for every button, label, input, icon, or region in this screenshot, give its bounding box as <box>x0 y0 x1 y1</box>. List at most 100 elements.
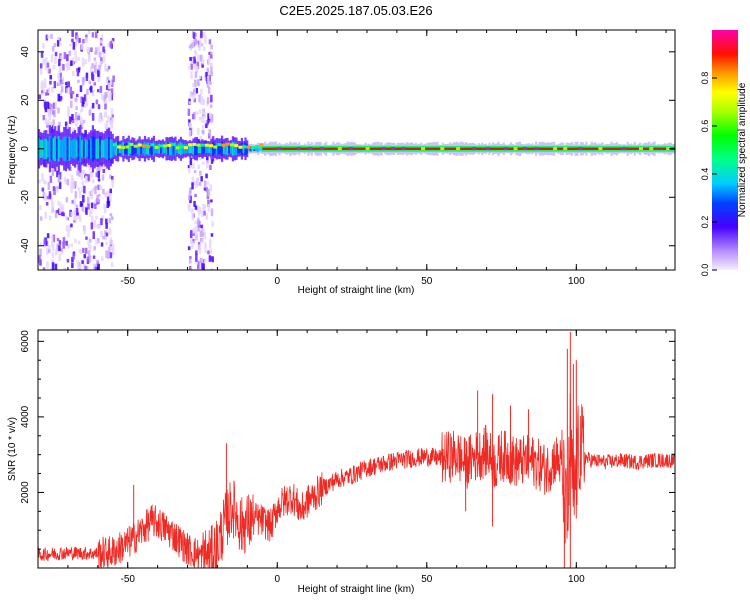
noise-cell <box>71 262 74 269</box>
noise-cell <box>42 191 46 200</box>
noise-cell <box>48 68 51 74</box>
noise-cell <box>71 118 75 124</box>
band-core-cell <box>210 143 213 155</box>
noise-cell <box>104 111 107 118</box>
noise-cell <box>203 210 206 216</box>
noise-cell <box>49 121 52 127</box>
noise-cell <box>99 61 103 67</box>
carrier-spot <box>337 147 342 151</box>
noise-cell <box>188 190 192 197</box>
noise-cell <box>98 224 101 229</box>
noise-cell <box>88 54 91 61</box>
band-core-cell <box>160 144 163 154</box>
band-core-cell <box>244 142 247 155</box>
carrier-speckle <box>167 143 172 147</box>
noise-cell <box>51 46 55 52</box>
noise-cell <box>87 244 91 249</box>
spectrogram-y-tick-label: -40 <box>20 238 31 253</box>
noise-cell <box>193 87 196 96</box>
noise-cell <box>107 115 110 123</box>
noise-cell <box>195 253 198 262</box>
band-core-cell <box>140 143 143 154</box>
noise-cell <box>67 230 70 238</box>
band-core-cell <box>55 138 59 159</box>
noise-cell <box>51 103 54 112</box>
noise-cell <box>112 75 115 83</box>
noise-cell <box>203 112 206 120</box>
noise-cell <box>189 91 193 98</box>
spectrogram-y-axis-label: Frequency (Hz) <box>7 116 18 185</box>
noise-cell <box>70 174 74 181</box>
colorbar-tick-label: 0.2 <box>700 216 710 229</box>
noise-cell <box>189 237 193 244</box>
noise-cell <box>48 215 52 221</box>
noise-cell <box>70 93 73 99</box>
noise-cell <box>210 233 214 237</box>
noise-cell <box>70 181 73 188</box>
noise-cell <box>64 179 68 185</box>
carrier-spot <box>485 147 490 151</box>
noise-cell <box>100 218 103 226</box>
band-core-cell <box>208 144 211 153</box>
noise-cell <box>80 43 84 50</box>
noise-cell <box>192 180 196 186</box>
noise-cell <box>88 250 91 258</box>
noise-cell <box>205 72 208 77</box>
band-core-cell <box>169 142 172 156</box>
noise-cell <box>201 238 204 244</box>
band-core-cell <box>143 141 147 156</box>
band-core-cell <box>54 136 57 162</box>
noise-cell <box>81 206 85 212</box>
noise-cell <box>50 235 54 240</box>
noise-cell <box>91 113 95 121</box>
noise-cell <box>105 85 109 91</box>
noise-cell <box>108 227 112 235</box>
noise-cell <box>65 240 68 246</box>
band-core-cell <box>233 142 236 156</box>
noise-cell <box>81 169 85 175</box>
band-core-cell <box>195 142 199 156</box>
carrier-spot <box>622 147 626 151</box>
carrier-spot <box>319 147 324 151</box>
noise-cell <box>199 266 203 270</box>
noise-cell <box>207 204 211 212</box>
carrier-speckle <box>117 145 121 149</box>
noise-cell <box>99 39 103 44</box>
band-core-cell <box>158 143 161 154</box>
noise-cell <box>71 90 75 94</box>
noise-cell <box>85 176 88 181</box>
noise-cell <box>192 228 196 234</box>
carrier-speckle <box>179 145 184 149</box>
noise-cell <box>110 108 114 115</box>
carrier-speckle <box>137 143 142 147</box>
carrier-spot <box>503 147 508 151</box>
noise-cell <box>207 250 210 255</box>
noise-cell <box>203 258 207 264</box>
noise-cell <box>207 188 210 196</box>
noise-cell <box>51 169 54 177</box>
noise-cell <box>108 217 112 224</box>
noise-cell <box>199 154 202 161</box>
noise-cell <box>48 102 51 109</box>
noise-cell <box>54 56 57 65</box>
carrier-spot <box>440 147 445 151</box>
noise-cell <box>190 62 193 70</box>
noise-cell <box>97 46 101 54</box>
noise-cell <box>56 186 59 190</box>
noise-cell <box>92 187 95 191</box>
noise-cell <box>74 238 77 244</box>
band-core-cell <box>174 142 177 156</box>
noise-cell <box>188 101 192 105</box>
band-core-cell <box>113 143 116 155</box>
noise-cell <box>84 265 87 270</box>
band-core-cell <box>125 142 129 155</box>
noise-cell <box>54 263 58 270</box>
band-core-cell <box>197 144 200 154</box>
noise-cell <box>98 52 102 58</box>
noise-cell <box>66 178 70 186</box>
noise-cell <box>209 184 212 192</box>
snr-y-axis-label: SNR (10 * v/v) <box>7 417 18 481</box>
band-core-cell <box>192 143 195 155</box>
noise-cell <box>205 173 208 179</box>
noise-cell <box>95 172 98 177</box>
